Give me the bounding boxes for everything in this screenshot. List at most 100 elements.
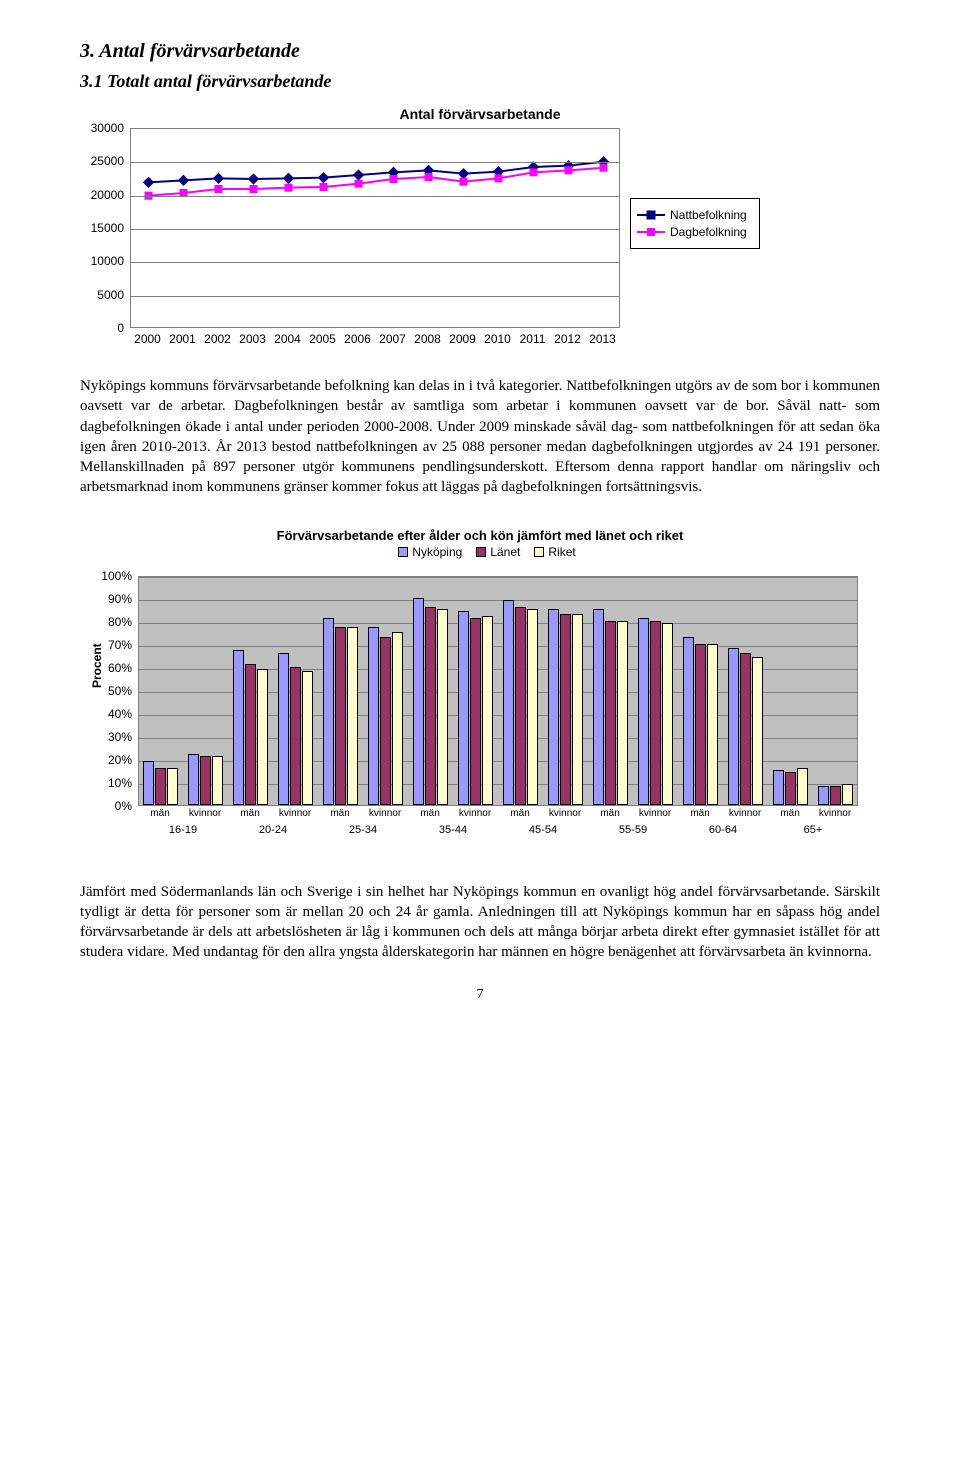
line-chart-gridline <box>131 229 619 230</box>
bar-chart-sublabel: män <box>330 808 349 819</box>
line-chart-xtick: 2001 <box>169 332 196 346</box>
bar <box>572 614 583 805</box>
bar-chart-sublabel: män <box>510 808 529 819</box>
bar-chart-ytick: 10% <box>80 776 132 790</box>
bar <box>527 609 538 805</box>
line-chart-xtick: 2000 <box>134 332 161 346</box>
bar <box>638 618 649 804</box>
bar-chart-sublabel: kvinnor <box>549 808 581 819</box>
bar <box>233 650 244 804</box>
bar-chart-sublabel: män <box>690 808 709 819</box>
bar-chart-category: 60-64 <box>709 824 737 836</box>
section-heading: 3. Antal förvärvsarbetande <box>80 40 880 63</box>
bar <box>413 598 424 805</box>
bar <box>797 768 808 805</box>
bar-chart-category: 16-19 <box>169 824 197 836</box>
line-chart-plot <box>130 128 620 328</box>
legend-label: Länet <box>490 545 520 559</box>
paragraph-1: Nyköpings kommuns förvärvsarbetande befo… <box>80 376 880 498</box>
bar <box>167 768 178 805</box>
line-chart-xtick: 2008 <box>414 332 441 346</box>
bar-chart-sublabel: kvinnor <box>729 808 761 819</box>
bar <box>752 657 763 804</box>
bar <box>683 637 694 805</box>
line-chart-legend: NattbefolkningDagbefolkning <box>630 198 760 249</box>
line-chart-xtick: 2012 <box>554 332 581 346</box>
bar-chart-ytick: 40% <box>80 707 132 721</box>
line-chart-xtick: 2004 <box>274 332 301 346</box>
line-chart-gridline <box>131 162 619 163</box>
line-chart-gridline <box>131 296 619 297</box>
legend-item: Nattbefolkning <box>637 208 753 222</box>
bar <box>155 768 166 805</box>
bar-chart-category: 65+ <box>804 824 823 836</box>
bar <box>335 627 346 804</box>
bar <box>143 761 154 805</box>
bar <box>818 786 829 804</box>
bar-chart-ytick: 30% <box>80 730 132 744</box>
bar <box>188 754 199 805</box>
bar <box>728 648 739 804</box>
bar <box>323 618 334 804</box>
bar <box>650 621 661 805</box>
bar <box>740 653 751 805</box>
bar <box>200 756 211 804</box>
paragraph-2: Jämfört med Södermanlands län och Sverig… <box>80 882 880 963</box>
bar <box>245 664 256 804</box>
line-chart-ytick: 30000 <box>80 121 124 135</box>
bar <box>707 644 718 805</box>
line-chart-xtick: 2009 <box>449 332 476 346</box>
bar-chart-ytick: 70% <box>80 638 132 652</box>
bar <box>773 770 784 805</box>
bar-chart-sublabel: kvinnor <box>639 808 671 819</box>
bar <box>842 784 853 805</box>
legend-label: Nyköping <box>412 545 462 559</box>
bar <box>458 611 469 804</box>
bar <box>593 609 604 805</box>
bar-chart-sublabel: män <box>240 808 259 819</box>
bar <box>470 618 481 804</box>
line-chart-ytick: 20000 <box>80 188 124 202</box>
bar-chart-sublabel: kvinnor <box>459 808 491 819</box>
bar <box>278 653 289 805</box>
bar <box>560 614 571 805</box>
line-chart-ytick: 15000 <box>80 221 124 235</box>
bar <box>785 772 796 804</box>
bar <box>662 623 673 805</box>
bar <box>347 627 358 804</box>
bar <box>257 669 268 805</box>
line-chart-ytick: 10000 <box>80 254 124 268</box>
bar-chart-sublabel: män <box>780 808 799 819</box>
line-chart-xtick: 2010 <box>484 332 511 346</box>
bar-chart-ytick: 50% <box>80 684 132 698</box>
bar-chart-sublabel: kvinnor <box>189 808 221 819</box>
line-chart-xtick: 2002 <box>204 332 231 346</box>
line-chart-gridline <box>131 262 619 263</box>
bar-chart-title: Förvärvsarbetande efter ålder och kön jä… <box>80 528 880 543</box>
line-chart-gridline <box>131 196 619 197</box>
bar-chart-sublabel: män <box>420 808 439 819</box>
bar <box>503 600 514 805</box>
bar-chart-gridline <box>139 577 857 578</box>
bar-chart-category: 55-59 <box>619 824 647 836</box>
bar-chart-ytick: 0% <box>80 799 132 813</box>
line-chart-xtick: 2006 <box>344 332 371 346</box>
bar-chart-sublabel: kvinnor <box>819 808 851 819</box>
line-chart-ytick: 25000 <box>80 154 124 168</box>
bar-chart-gridline <box>139 600 857 601</box>
bar-chart: Förvärvsarbetande efter ålder och kön jä… <box>80 528 880 868</box>
line-chart-xtick: 2007 <box>379 332 406 346</box>
bar <box>212 756 223 804</box>
bar <box>830 786 841 804</box>
bar <box>695 644 706 805</box>
bar-chart-plot <box>138 576 858 806</box>
bar <box>368 627 379 804</box>
bar <box>548 609 559 805</box>
legend-swatch <box>476 547 486 557</box>
bar-chart-gridline <box>139 623 857 624</box>
bar <box>515 607 526 805</box>
legend-swatch <box>534 547 544 557</box>
bar-chart-sublabel: män <box>150 808 169 819</box>
bar <box>290 667 301 805</box>
bar-chart-legend: NyköpingLänetRiket <box>80 545 880 559</box>
